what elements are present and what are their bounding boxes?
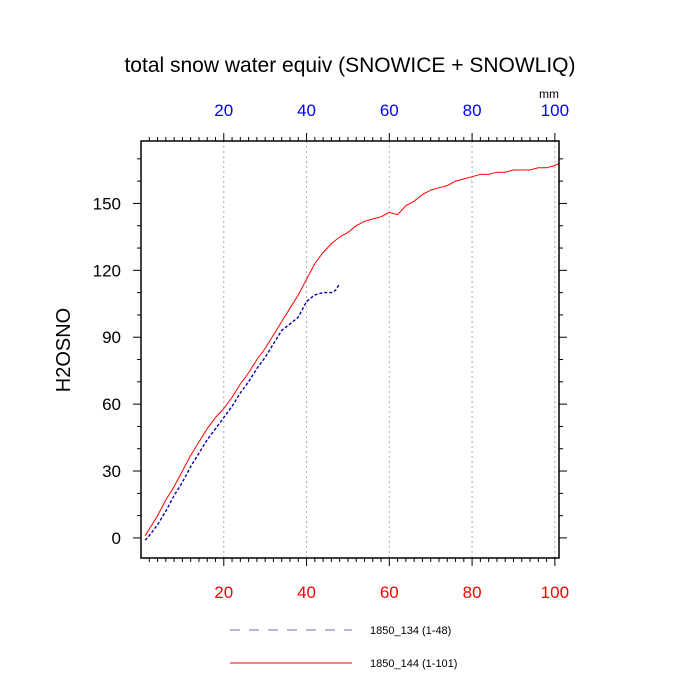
x-tick-label: 40 (297, 583, 316, 602)
tick-labels: 20 20 40 40 60 60 80 80 100 100 0 30 60 90 120 150 (93, 101, 569, 602)
y-tick-label: 120 (93, 261, 121, 280)
y-tick-label: 60 (102, 395, 121, 414)
x-tick-label: 20 (214, 583, 233, 602)
top-tick-label: 80 (463, 101, 482, 120)
series-line (144, 283, 341, 541)
y-tick-label: 90 (102, 328, 121, 347)
y-axis-label: H2OSNO (53, 308, 75, 392)
plot-frame (140, 140, 560, 559)
top-tick-label: 40 (297, 101, 316, 120)
legend: 1850_134 (1-48) 1850_144 (1-101) (230, 625, 457, 670)
legend-label: 1850_134 (1-48) (370, 625, 451, 637)
x-tick-label: 100 (541, 583, 569, 602)
y-tick-label: 0 (112, 529, 121, 548)
chart-title: total snow water equiv (SNOWICE + SNOWLI… (124, 54, 575, 77)
x-tick-label: 80 (463, 583, 482, 602)
x-tick-label: 60 (380, 583, 399, 602)
series-lines (144, 162, 560, 541)
top-tick-label: 20 (214, 101, 233, 120)
y-tick-label: 30 (102, 462, 121, 481)
legend-label: 1850_144 (1-101) (370, 658, 457, 670)
series-line (144, 162, 560, 536)
units-label: mm (539, 87, 559, 101)
top-tick-label: 60 (380, 101, 399, 120)
gridlines (223, 141, 556, 558)
y-tick-label: 150 (93, 194, 121, 213)
top-tick-label: 100 (541, 101, 569, 120)
tick-marks (133, 133, 567, 566)
